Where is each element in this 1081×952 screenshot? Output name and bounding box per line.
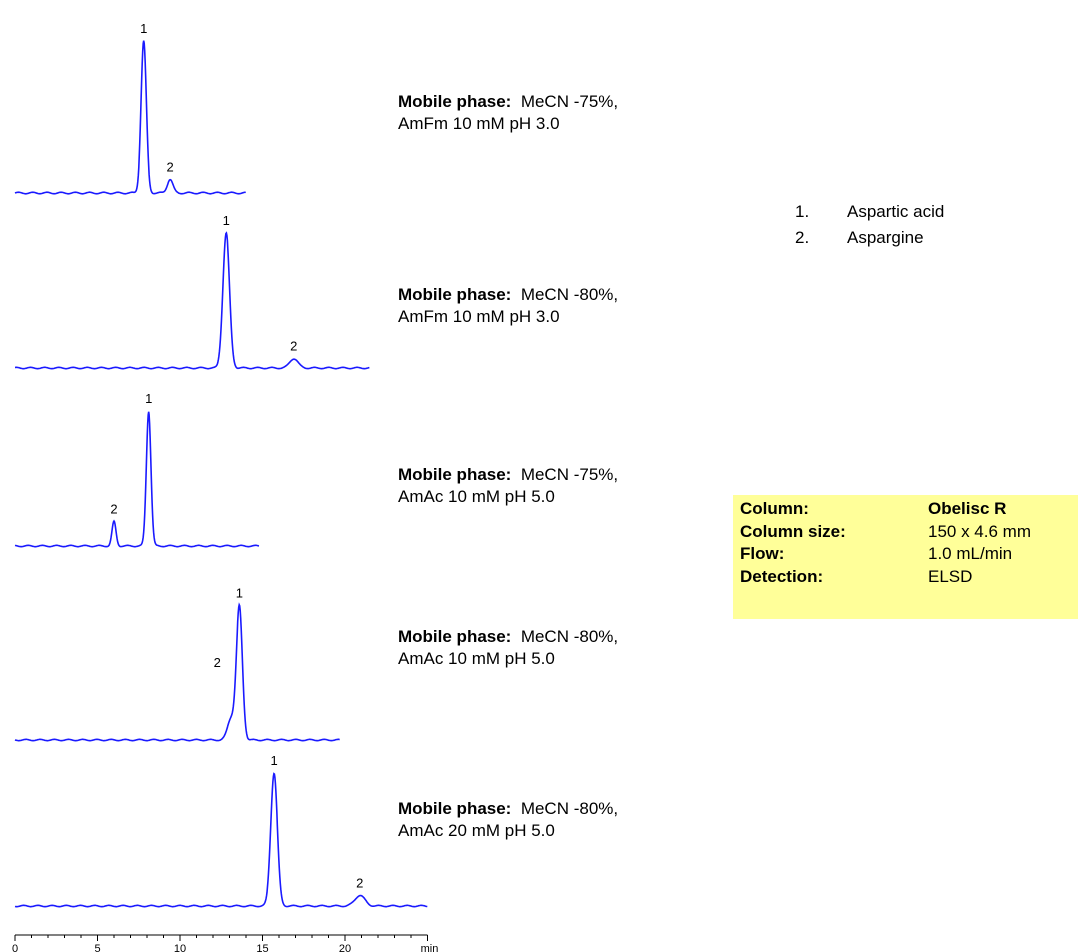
- x-tick-label: 20: [339, 943, 351, 952]
- chromatogram-trace: [14, 40, 246, 195]
- mobile-phase-label: Mobile phase:: [398, 799, 512, 818]
- legend-item: 2. Aspargine: [795, 225, 944, 251]
- legend-compound: Aspartic acid: [847, 202, 945, 221]
- condition-value: ELSD: [928, 566, 973, 586]
- peak-label: 1: [140, 21, 147, 36]
- condition-key: Column size:: [740, 521, 846, 541]
- condition-row: Column size: 150 x 4.6 mm: [740, 521, 1078, 544]
- mobile-phase-label: Mobile phase:: [398, 465, 512, 484]
- mobile-phase-line1: MeCN -80%,: [520, 627, 619, 646]
- x-tick-label: 15: [256, 943, 268, 952]
- condition-value: 150 x 4.6 mm: [928, 521, 1031, 541]
- peak-label: 2: [110, 502, 117, 517]
- chromatogram-trace: [15, 231, 370, 370]
- peak-label: 2: [356, 875, 363, 890]
- mobile-phase-1: Mobile phase: MeCN -75%, AmFm 10 mM pH 3…: [398, 91, 618, 135]
- x-tick-label: 5: [94, 943, 100, 952]
- condition-key: Column:: [740, 499, 809, 518]
- mobile-phase-label: Mobile phase:: [398, 285, 512, 304]
- peak-label: 2: [166, 159, 173, 174]
- condition-value: Obelisc R: [928, 499, 1007, 518]
- mobile-phase-line1: MeCN -80%,: [520, 799, 619, 818]
- condition-row: Flow: 1.0 mL/min: [740, 543, 1078, 566]
- mobile-phase-line1: MeCN -80%,: [520, 285, 619, 304]
- peak-label: 1: [145, 391, 152, 406]
- mobile-phase-3: Mobile phase: MeCN -75%, AmAc 10 mM pH 5…: [398, 464, 618, 508]
- peak-label: 1: [223, 213, 230, 228]
- legend-number: 2.: [795, 228, 810, 247]
- peak-label: 2: [214, 655, 221, 670]
- mobile-phase-label: Mobile phase:: [398, 627, 512, 646]
- chromatogram-trace: [14, 772, 428, 908]
- peak-legend: 1. Aspartic acid 2. Aspargine: [795, 199, 944, 251]
- chromatogram-trace: [14, 602, 340, 742]
- peak-label: 1: [270, 753, 277, 768]
- legend-item: 1. Aspartic acid: [795, 199, 944, 225]
- column-conditions-box: Column: Obelisc R Column size: 150 x 4.6 m…: [733, 495, 1078, 619]
- chromatogram-trace: [14, 411, 260, 548]
- mobile-phase-line2: AmFm 10 mM pH 3.0: [398, 307, 560, 326]
- mobile-phase-2: Mobile phase: MeCN -80%, AmFm 10 mM pH 3…: [398, 284, 618, 328]
- peak-label: 2: [290, 339, 297, 354]
- mobile-phase-5: Mobile phase: MeCN -80%, AmAc 20 mM pH 5…: [398, 798, 618, 842]
- legend-compound: Aspargine: [847, 228, 924, 247]
- peak-label: 1: [236, 585, 243, 600]
- mobile-phase-line1: MeCN -75%,: [520, 465, 619, 484]
- mobile-phase-label: Mobile phase:: [398, 92, 512, 111]
- mobile-phase-4: Mobile phase: MeCN -80%, AmAc 10 mM pH 5…: [398, 626, 618, 670]
- x-axis-label: min: [421, 943, 439, 952]
- mobile-phase-line1: MeCN -75%,: [520, 92, 619, 111]
- condition-row: Column: Obelisc R: [740, 498, 1078, 521]
- x-tick-label: 10: [174, 943, 186, 952]
- mobile-phase-line2: AmAc 10 mM pH 5.0: [398, 487, 555, 506]
- condition-value: 1.0 mL/min: [928, 544, 1013, 563]
- legend-number: 1.: [795, 202, 810, 221]
- mobile-phase-line2: AmAc 20 mM pH 5.0: [398, 821, 555, 840]
- condition-key: Detection:: [740, 566, 824, 586]
- mobile-phase-line2: AmAc 10 mM pH 5.0: [398, 649, 555, 668]
- condition-row: Detection: ELSD: [740, 566, 1078, 589]
- x-tick-label: 0: [12, 943, 18, 952]
- mobile-phase-line2: AmFm 10 mM pH 3.0: [398, 114, 560, 133]
- condition-key: Flow:: [740, 544, 785, 563]
